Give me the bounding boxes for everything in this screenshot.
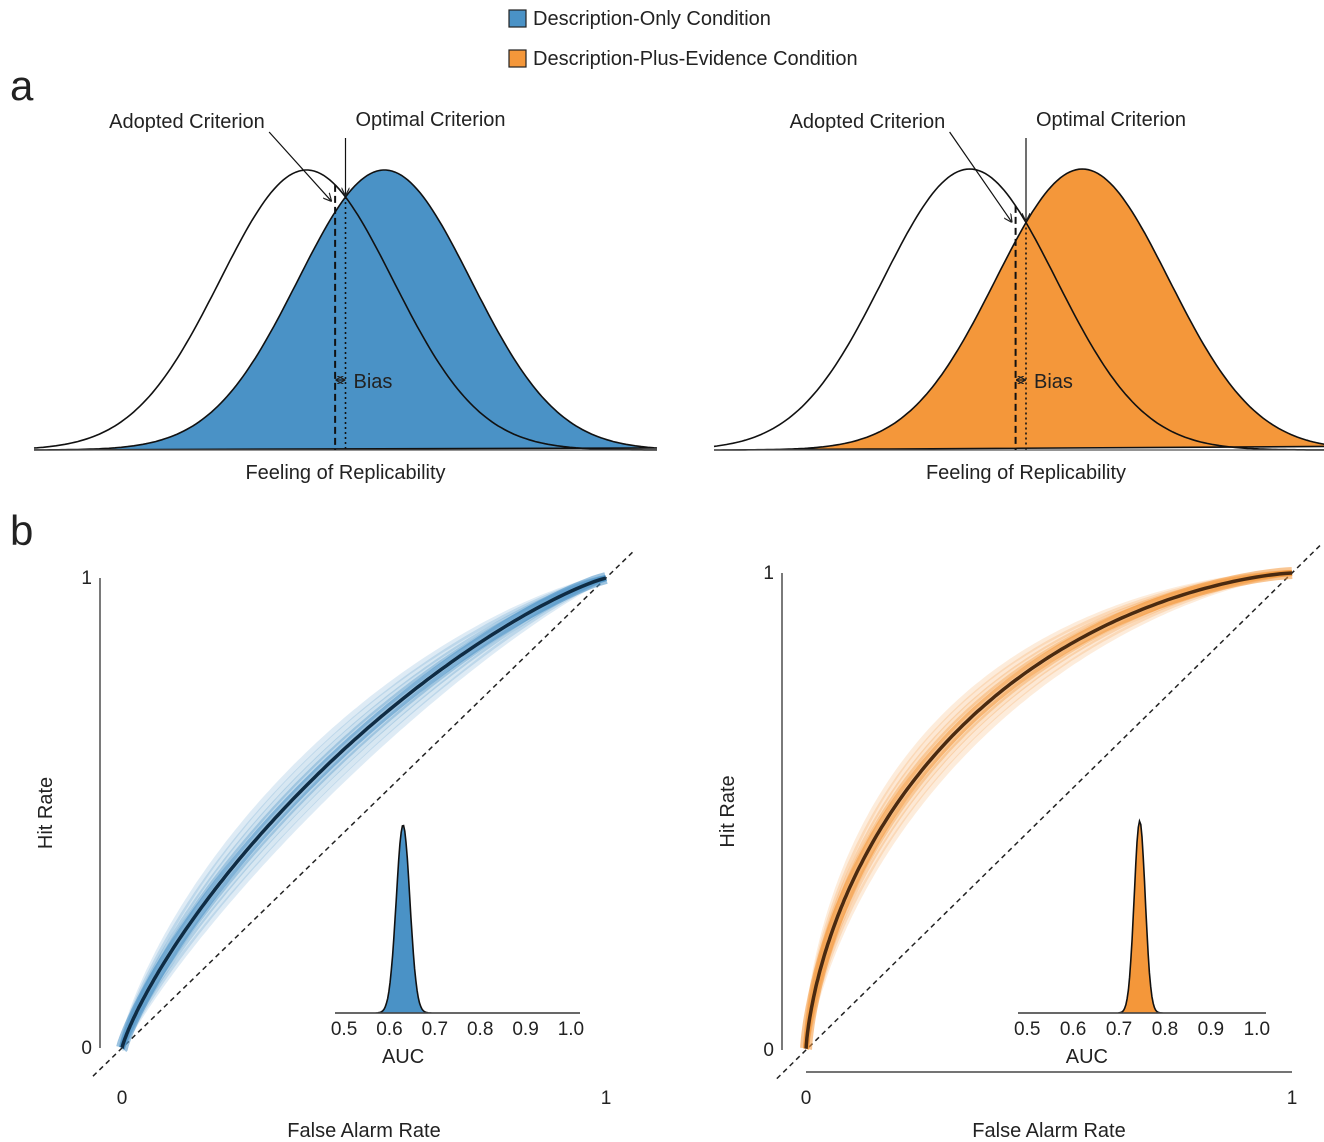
roc-curve — [120, 576, 607, 1049]
sdt-chart-description-only: Adopted Criterion Optimal Criterion Bias… — [33, 109, 658, 484]
inset-tick-label: 0.7 — [1106, 1019, 1132, 1040]
optimal-criterion-label: Optimal Criterion — [1036, 109, 1186, 131]
adopted-criterion-arrow — [949, 131, 1012, 222]
y-tick-label: 0 — [763, 1040, 774, 1061]
auc-posterior — [1018, 818, 1266, 1014]
inset-tick-label: 0.9 — [512, 1019, 538, 1040]
inset-tick-label: 0.8 — [1152, 1019, 1178, 1040]
bias-label: Bias — [354, 371, 393, 393]
x-tick-label: 0 — [801, 1088, 812, 1109]
legend-swatch-description-plus-evidence — [508, 49, 527, 68]
y-axis-label: Hit Rate — [35, 777, 57, 849]
y-axis-label: Hit Rate — [717, 775, 739, 847]
noise-distribution — [713, 168, 1324, 451]
legend-label-description-only: Description-Only Condition — [533, 8, 771, 30]
adopted-criterion-label: Adopted Criterion — [109, 111, 265, 133]
inset-tick-label: 0.5 — [1014, 1019, 1040, 1040]
inset-tick-label: 0.9 — [1198, 1019, 1224, 1040]
legend-label-description-plus-evidence: Description-Plus-Evidence Condition — [533, 48, 858, 70]
adopted-criterion-label: Adopted Criterion — [790, 111, 946, 133]
x-tick-label: 0 — [117, 1088, 128, 1109]
inset-tick-label: 1.0 — [558, 1019, 584, 1040]
panel-label-a: a — [10, 62, 34, 109]
x-axis-label: False Alarm Rate — [287, 1120, 440, 1142]
adopted-criterion-arrow — [268, 131, 331, 201]
auc-posterior — [335, 824, 580, 1014]
inset-tick-label: 1.0 — [1244, 1019, 1270, 1040]
chance-diagonal — [776, 543, 1322, 1080]
legend-swatch-description-only — [508, 9, 527, 28]
inset-area — [335, 821, 580, 1013]
inset-tick-label: 0.5 — [331, 1019, 357, 1040]
y-tick-label: 1 — [81, 568, 92, 589]
y-tick-label: 1 — [763, 563, 774, 584]
x-axis-label: False Alarm Rate — [972, 1120, 1125, 1142]
x-axis-label: Feeling of Replicability — [926, 462, 1126, 484]
x-tick-label: 1 — [1287, 1088, 1298, 1109]
roc-curve — [804, 571, 1293, 1050]
panel-label-b: b — [10, 507, 33, 554]
inset-x-axis-label: AUC — [382, 1046, 424, 1068]
bias-label: Bias — [1034, 371, 1073, 393]
inset-tick-label: 0.7 — [422, 1019, 448, 1040]
legend: Description-Only Condition Description-P… — [508, 8, 858, 70]
inset-tick-label: 0.6 — [1060, 1019, 1086, 1040]
inset-tick-label: 0.8 — [467, 1019, 493, 1040]
roc-chart-description-only: False Alarm Rate Hit Rate 0 1 0 1 AUC 0.… — [35, 549, 636, 1142]
sdt-chart-description-plus-evidence: Adopted Criterion Optimal Criterion Bias… — [713, 109, 1324, 484]
y-tick-label: 0 — [81, 1038, 92, 1059]
inset-tick-label: 0.6 — [376, 1019, 402, 1040]
x-axis-label: Feeling of Replicability — [245, 462, 445, 484]
roc-chart-description-plus-evidence: False Alarm Rate Hit Rate 0 1 0 1 AUC 0.… — [717, 543, 1322, 1142]
inset-x-axis-label: AUC — [1066, 1046, 1108, 1068]
x-tick-label: 1 — [601, 1088, 612, 1109]
optimal-criterion-label: Optimal Criterion — [356, 109, 506, 131]
chance-diagonal — [92, 549, 636, 1077]
